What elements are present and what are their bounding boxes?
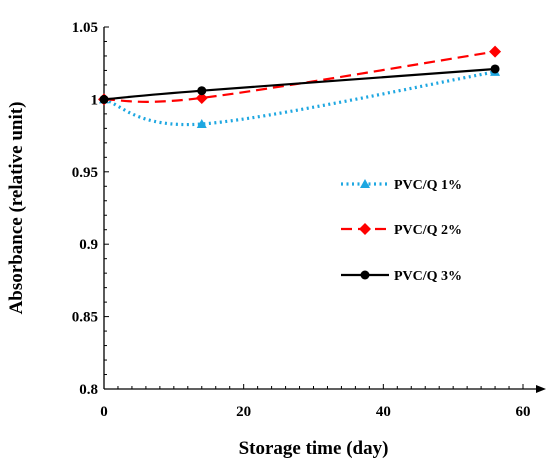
data-point	[489, 46, 501, 58]
y-axis-title: Absorbance (relative unit)	[6, 102, 27, 315]
legend-label: PVC/Q 3%	[394, 269, 462, 284]
y-tick-label: 0.95	[72, 165, 98, 181]
series-line	[104, 72, 495, 125]
y-tick-label: 1	[91, 92, 99, 108]
y-tick-label: 0.8	[79, 382, 98, 398]
x-axis-title: Storage time (day)	[239, 438, 389, 459]
legend-marker	[361, 271, 370, 280]
x-tick-label: 20	[236, 404, 251, 420]
y-tick-label: 0.9	[79, 237, 98, 253]
legend-label: PVC/Q 1%	[394, 178, 462, 193]
data-point	[100, 95, 109, 104]
data-point	[491, 64, 500, 73]
series-3	[100, 64, 500, 103]
series-group	[98, 46, 501, 128]
x-tick-label: 0	[100, 404, 108, 420]
x-tick-label: 40	[376, 404, 391, 420]
y-tick-label: 0.85	[72, 310, 98, 326]
x-axis-arrow	[536, 385, 546, 393]
legend-label: PVC/Q 2%	[394, 223, 462, 238]
x-tick-label: 60	[516, 404, 531, 420]
legend: PVC/Q 1% PVC/Q 2% PVC/Q 3%	[341, 178, 462, 284]
series-2	[98, 46, 501, 106]
legend-item-2: PVC/Q 2%	[341, 223, 462, 238]
legend-marker	[359, 223, 371, 235]
data-point	[197, 86, 206, 95]
series-1	[99, 67, 500, 128]
series-line	[104, 69, 495, 99]
y-tick-label: 1.05	[72, 20, 98, 36]
legend-item-1: PVC/Q 1%	[341, 178, 462, 193]
legend-item-3: PVC/Q 3%	[341, 269, 462, 284]
